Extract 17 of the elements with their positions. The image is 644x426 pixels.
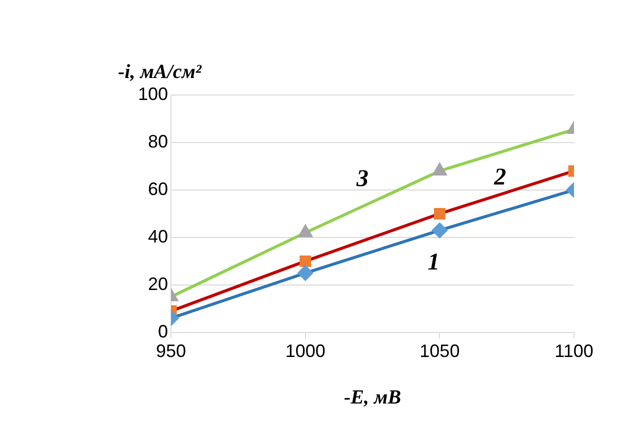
x-tick-label: 1000	[285, 341, 326, 362]
point	[298, 225, 312, 238]
x-tick-label: 1050	[420, 341, 460, 362]
x-tick-label: 1100	[554, 341, 594, 362]
x-tick-label: 950	[156, 341, 186, 362]
y-tick-label: 80	[148, 131, 168, 152]
y-tick-label: 100	[138, 84, 168, 104]
y-tick-label: 40	[148, 226, 168, 246]
series-label: 2	[493, 164, 506, 191]
y-tick-label: 60	[148, 178, 168, 199]
y-tick-label: 20	[148, 274, 168, 294]
series-label: 1	[428, 250, 440, 276]
y-axis-title: -i, мА/см²	[118, 61, 202, 84]
y-tick-label: 0	[158, 321, 168, 342]
x-axis-title: -E, мВ	[344, 386, 402, 409]
series-label: 3	[356, 166, 369, 192]
point	[432, 163, 446, 176]
